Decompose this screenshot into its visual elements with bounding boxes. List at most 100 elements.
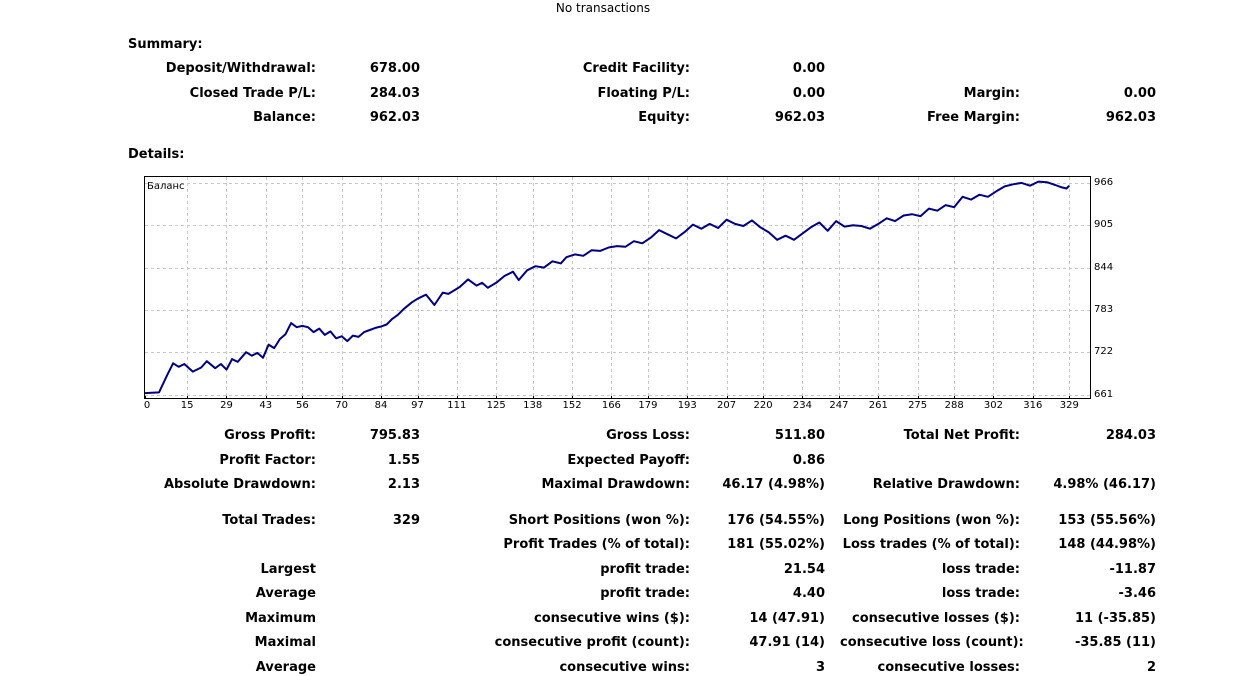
y-tick-label: 966: [1094, 176, 1114, 188]
summary-value: 284.03: [369, 86, 420, 101]
details-value: -3.46: [1118, 586, 1156, 601]
details-value: 46.17 (4.98%): [722, 477, 825, 492]
details-label: Maximal Drawdown:: [541, 477, 690, 492]
details-label: loss trade:: [941, 562, 1020, 577]
details-label: Average: [255, 586, 316, 601]
details-value: 176 (54.55%): [727, 513, 825, 528]
x-tick-label: 56: [295, 400, 309, 411]
summary-value: 962.03: [1105, 110, 1156, 125]
summary-label: Equity:: [638, 110, 690, 125]
x-tick-label: 0: [143, 400, 151, 411]
details-label: loss trade:: [941, 586, 1020, 601]
details-label: Expected Payoff:: [567, 453, 690, 468]
details-label: Profit Factor:: [219, 453, 316, 468]
details-label: Total Trades:: [222, 513, 316, 528]
summary-value: 0.00: [792, 61, 825, 76]
balance-chart-svg: Баланс: [144, 176, 1091, 399]
details-label: Average: [255, 660, 316, 675]
x-tick-label: 15: [180, 400, 194, 411]
x-tick-label: 288: [944, 400, 964, 411]
x-tick-label: 111: [447, 400, 467, 411]
x-tick-label: 275: [908, 400, 928, 411]
details-label: consecutive profit (count):: [494, 635, 690, 650]
x-tick-label: 316: [1023, 400, 1043, 411]
x-tick-label: 261: [868, 400, 888, 411]
x-tick-label: 166: [601, 400, 621, 411]
x-tick-label: 152: [562, 400, 582, 411]
y-tick-label: 844: [1094, 261, 1114, 273]
x-tick-label: 329: [1059, 400, 1079, 411]
chart-legend: Баланс: [147, 181, 185, 192]
summary-label: Free Margin:: [927, 110, 1020, 125]
summary-label: Margin:: [963, 86, 1020, 101]
details-label: consecutive wins:: [559, 660, 690, 675]
x-tick-label: 207: [717, 400, 737, 411]
details-value: 3: [815, 660, 825, 675]
details-value: 0.86: [792, 453, 825, 468]
summary-label: Deposit/Withdrawal:: [165, 61, 316, 76]
details-value: 11 (-35.85): [1074, 611, 1156, 626]
balance-series-line: [144, 180, 1071, 395]
x-tick-label: 29: [220, 400, 233, 411]
summary-value: 962.03: [774, 110, 825, 125]
details-value: 47.91 (14): [749, 635, 825, 650]
x-tick-label: 247: [829, 400, 849, 411]
summary-value: 0.00: [1123, 86, 1156, 101]
x-tick-label: 179: [638, 400, 658, 411]
details-label: profit trade:: [600, 562, 690, 577]
summary-value: 0.00: [792, 86, 825, 101]
details-value: 2: [1146, 660, 1156, 675]
details-value: 4.40: [792, 586, 825, 601]
details-value: -11.87: [1109, 562, 1156, 577]
details-value: 14 (47.91): [749, 611, 825, 626]
summary-label: Credit Facility:: [582, 61, 690, 76]
details-value: 2.13: [387, 477, 420, 492]
details-label: profit trade:: [600, 586, 690, 601]
details-label: consecutive losses:: [877, 660, 1020, 675]
details-label: Total Net Profit:: [903, 428, 1020, 443]
details-label: Loss trades (% of total):: [842, 537, 1020, 552]
x-tick-label: 43: [259, 400, 273, 411]
summary-value: 678.00: [369, 61, 420, 76]
transactions-status: No transactions: [555, 1, 651, 15]
details-value: 795.83: [369, 428, 420, 443]
details-value: 511.80: [774, 428, 825, 443]
summary-title: Summary:: [128, 37, 203, 52]
details-label: Gross Profit:: [224, 428, 316, 443]
y-tick-label: 722: [1094, 346, 1114, 358]
summary-value: 962.03: [369, 110, 420, 125]
chart-frame: [144, 176, 1091, 399]
x-tick-label: 70: [335, 400, 349, 411]
details-value: 4.98% (46.17): [1053, 477, 1156, 492]
details-label: Absolute Drawdown:: [164, 477, 316, 492]
details-title: Details:: [128, 147, 185, 162]
x-tick-label: 220: [753, 400, 773, 411]
details-value: -35.85 (11): [1074, 635, 1156, 650]
details-label: Long Positions (won %):: [843, 513, 1020, 528]
y-tick-label: 783: [1094, 303, 1114, 315]
x-tick-label: 125: [486, 400, 506, 411]
details-value: 1.55: [387, 453, 420, 468]
details-label: Maximum: [245, 611, 316, 626]
summary-label: Closed Trade P/L:: [189, 86, 316, 101]
x-tick-label: 302: [983, 400, 1004, 411]
x-tick-label: 234: [792, 400, 812, 411]
details-value: 148 (44.98%): [1058, 537, 1156, 552]
details-value: 153 (55.56%): [1058, 513, 1156, 528]
details-label: Short Positions (won %):: [508, 513, 690, 528]
balance-chart: Баланс 0 15 29 43 56 70 84 97 111 125 138 152 166 179…: [144, 176, 1113, 411]
details-value: 21.54: [783, 562, 825, 577]
details-value: 284.03: [1105, 428, 1156, 443]
x-tick-label: 193: [677, 400, 697, 411]
summary-label: Floating P/L:: [597, 86, 690, 101]
y-tick-label: 661: [1094, 388, 1114, 400]
details-label: Profit Trades (% of total):: [503, 537, 690, 552]
details-label: Relative Drawdown:: [872, 477, 1020, 492]
summary-label: Balance:: [253, 110, 316, 125]
details-label: Maximal: [254, 635, 316, 650]
details-value: 329: [392, 513, 420, 528]
details-label: consecutive wins ($):: [533, 611, 690, 626]
x-tick-label: 97: [411, 400, 424, 411]
y-tick-label: 905: [1094, 219, 1114, 231]
x-tick-label: 84: [374, 400, 388, 411]
